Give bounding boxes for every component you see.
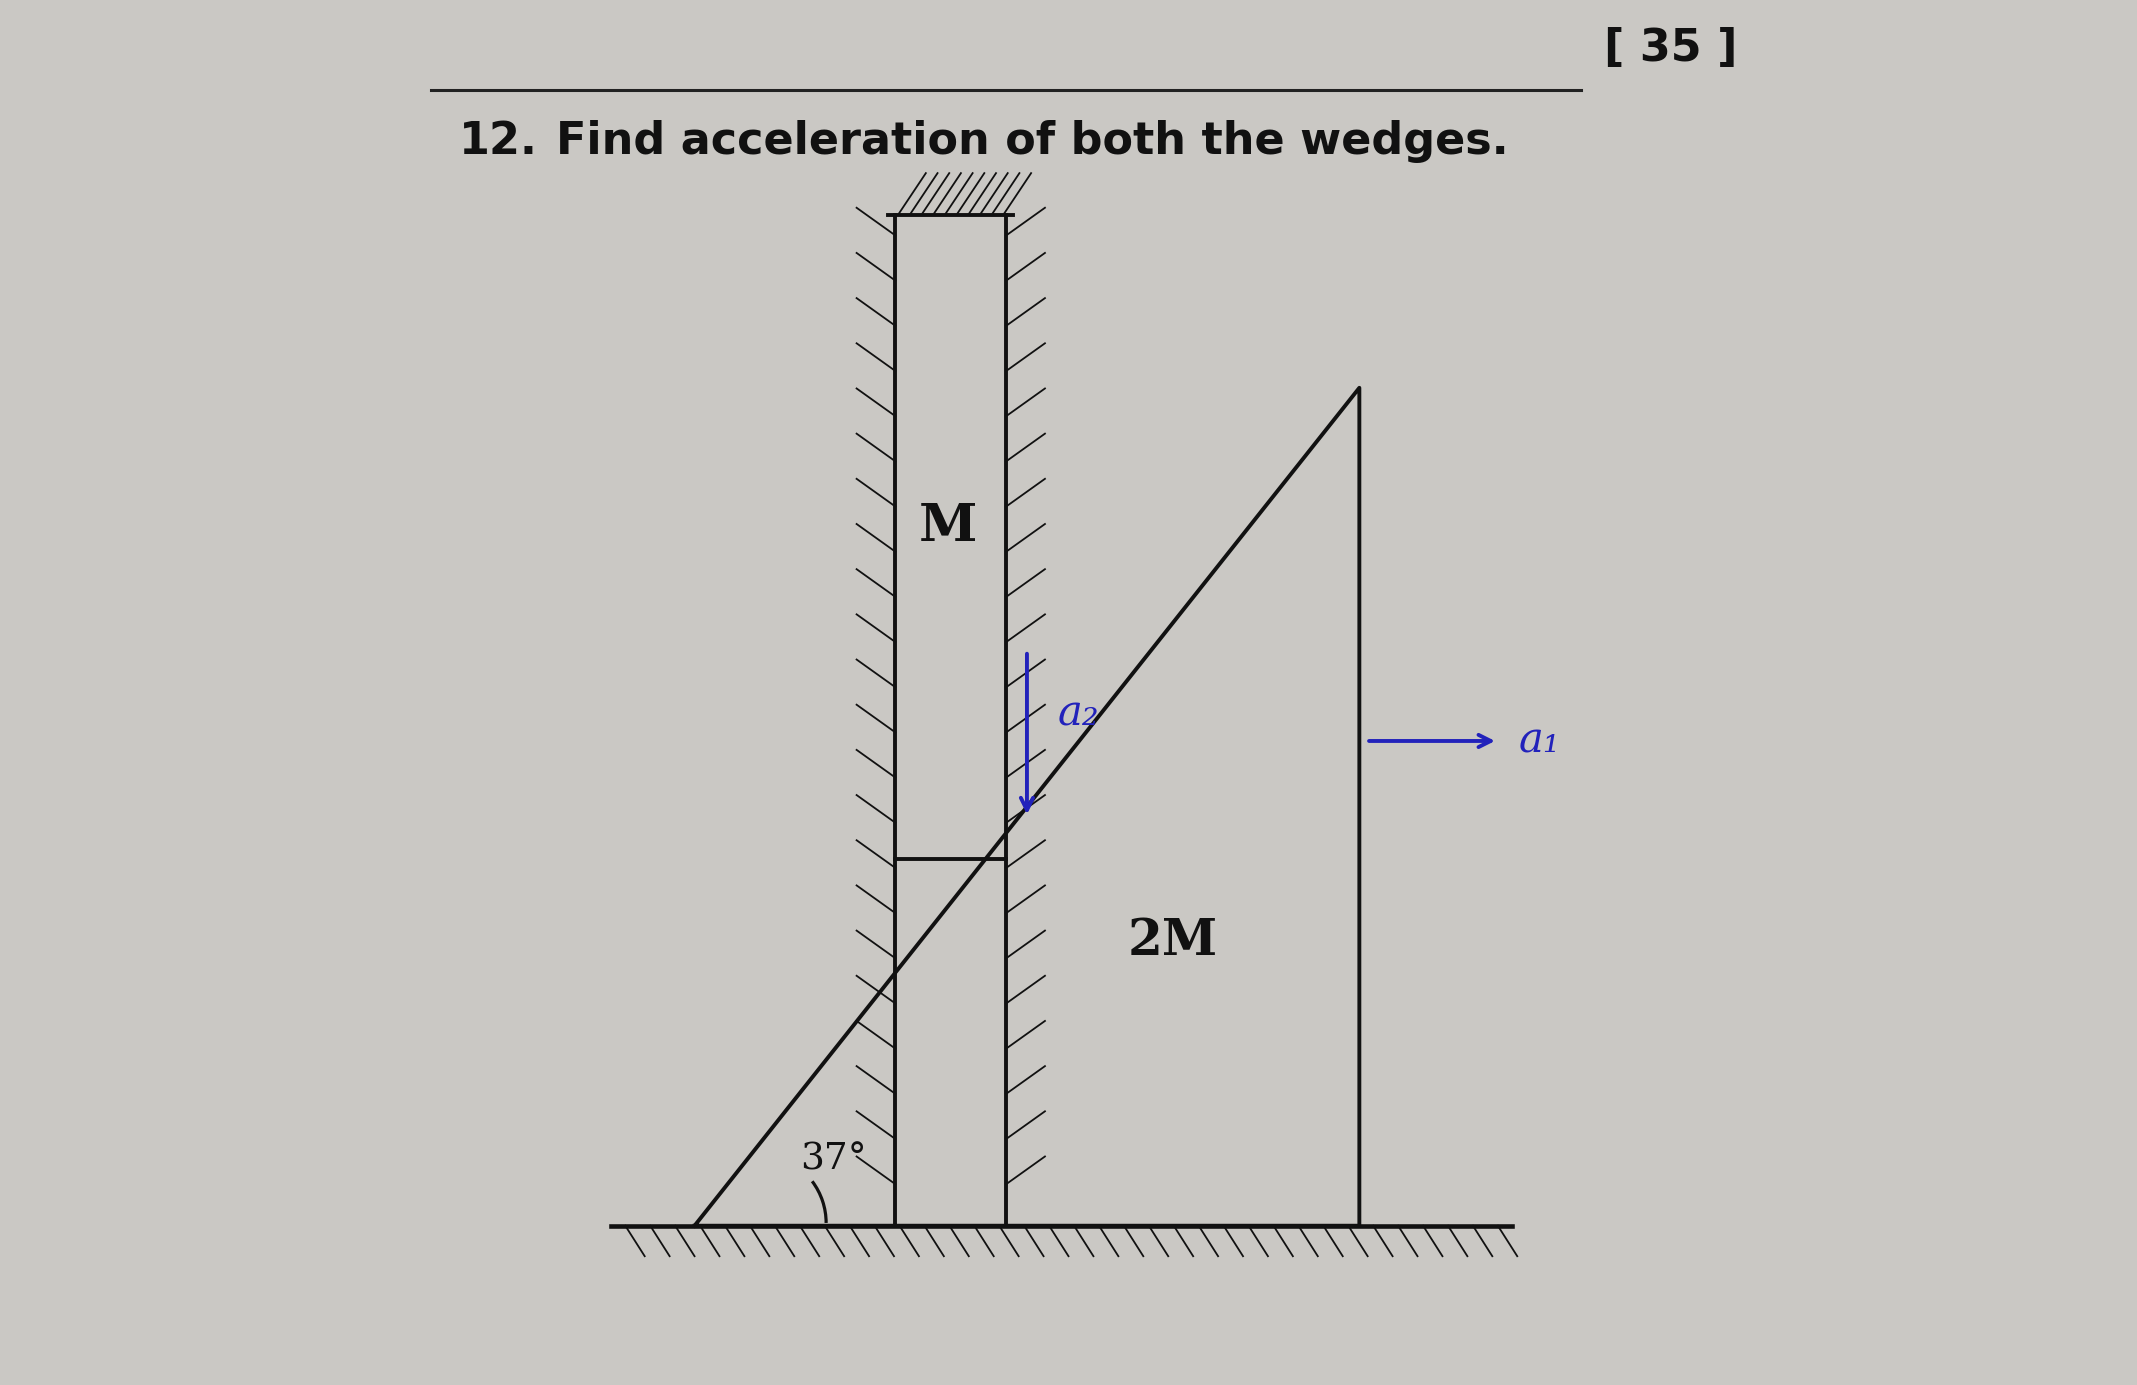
Text: [ 35 ]: [ 35 ] [1605, 26, 1737, 71]
Text: a₂: a₂ [1058, 692, 1098, 734]
Text: M: M [919, 501, 977, 551]
Text: 2M: 2M [1126, 917, 1218, 967]
Text: Find acceleration of both the wedges.: Find acceleration of both the wedges. [556, 119, 1509, 163]
Text: 37°: 37° [799, 1141, 865, 1177]
Text: a₁: a₁ [1519, 720, 1560, 762]
Text: 12.: 12. [459, 119, 539, 163]
